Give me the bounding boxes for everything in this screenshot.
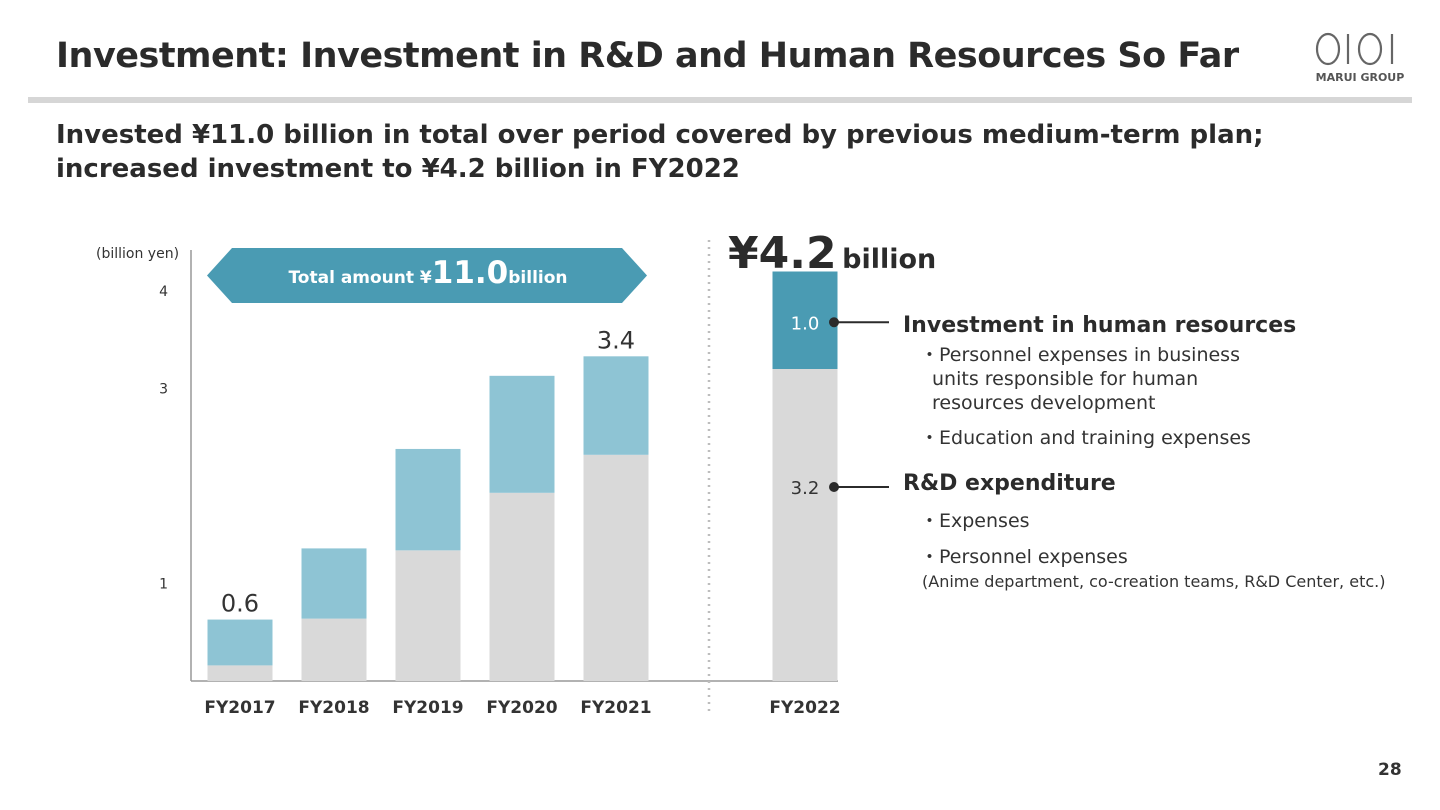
bar-human-resources-fy2018 bbox=[301, 548, 367, 619]
data-label-fy2021: 3.4 bbox=[597, 326, 635, 354]
bar-rd-fy2017 bbox=[207, 665, 273, 681]
legend-rd-item-2: ・Personnel expenses bbox=[920, 546, 1128, 568]
segment-label-human-resources: 1.0 bbox=[791, 313, 820, 334]
fy2022-total-amount: ¥4.2 bbox=[728, 228, 837, 279]
legend-human-resources-item-1-line-3: resources development bbox=[932, 392, 1156, 414]
x-tick-label-fy2018: FY2018 bbox=[298, 698, 369, 718]
x-tick-label-fy2021: FY2021 bbox=[580, 698, 651, 718]
data-label-fy2017: 0.6 bbox=[221, 590, 259, 618]
fy2022-headline: ¥4.2 billion bbox=[728, 228, 936, 279]
marui-group-logo: MARUI GROUP bbox=[1300, 30, 1412, 90]
bar-rd-fy2018 bbox=[301, 618, 367, 681]
bar-human-resources-fy2021 bbox=[583, 356, 649, 455]
bar-human-resources-fy2017 bbox=[207, 619, 273, 666]
y-tick-label-3: 3 bbox=[159, 382, 168, 398]
total-amount-banner bbox=[207, 248, 647, 303]
x-tick-label-fy2020: FY2020 bbox=[486, 698, 557, 718]
slide-subtitle: Invested ¥11.0 billion in total over per… bbox=[56, 120, 1264, 184]
slide-title: Investment: Investment in R&D and Human … bbox=[56, 36, 1239, 76]
segment-label-rd: 3.2 bbox=[791, 478, 820, 499]
bar-rd-fy2019 bbox=[395, 550, 461, 681]
legend-human-resources-item-1: ・Personnel expenses in business bbox=[920, 344, 1240, 366]
bar-rd-fy2022 bbox=[772, 369, 838, 681]
y-tick-label-1: 1 bbox=[159, 577, 168, 593]
x-tick-label-fy2019: FY2019 bbox=[392, 698, 463, 718]
y-tick-label-4: 4 bbox=[159, 284, 168, 300]
bar-human-resources-fy2019 bbox=[395, 448, 461, 551]
banner-suffix: billion bbox=[508, 268, 568, 288]
legend-rd-item-1: ・Expenses bbox=[920, 510, 1030, 532]
logo-text: MARUI GROUP bbox=[1315, 71, 1405, 84]
legend-rd-note: (Anime department, co-creation teams, R&… bbox=[922, 572, 1386, 591]
bar-human-resources-fy2020 bbox=[489, 375, 555, 493]
x-tick-label-fy2017: FY2017 bbox=[204, 698, 275, 718]
y-axis-unit: (billion yen) bbox=[96, 246, 180, 262]
bar-rd-fy2021 bbox=[583, 454, 649, 681]
oioi-logo-icon bbox=[1315, 32, 1394, 66]
bar-human-resources-fy2022 bbox=[772, 271, 838, 369]
legend-human-resources-item-1-line-2: units responsible for human bbox=[932, 368, 1199, 390]
legend-rd-heading: R&D expenditure bbox=[903, 471, 1116, 496]
page-number: 28 bbox=[1378, 760, 1402, 780]
banner-prefix: Total amount ¥ bbox=[288, 268, 432, 288]
legend-human-resources-heading: Investment in human resources bbox=[903, 313, 1297, 338]
fy2022-total-unit: billion bbox=[842, 244, 937, 275]
total-amount-banner-text: Total amount ¥11.0billion bbox=[210, 255, 646, 291]
bar-rd-fy2020 bbox=[489, 492, 555, 681]
banner-amount: 11.0 bbox=[431, 255, 509, 291]
x-tick-label-fy2022: FY2022 bbox=[769, 698, 840, 718]
legend-human-resources-item-2: ・Education and training expenses bbox=[920, 427, 1251, 449]
title-divider bbox=[28, 97, 1412, 103]
